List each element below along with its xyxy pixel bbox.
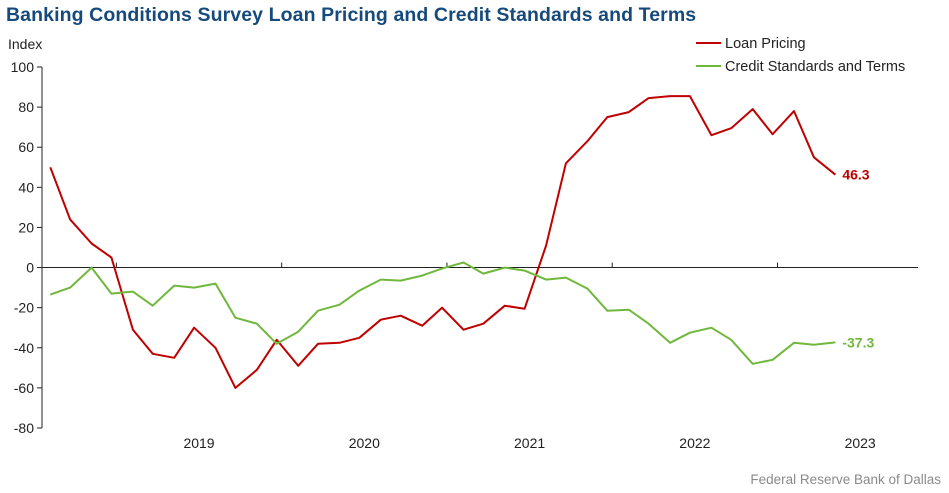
series-line-credit-standards bbox=[49, 261, 836, 365]
source-note: Federal Reserve Bank of Dallas bbox=[750, 472, 941, 487]
series-lines bbox=[49, 95, 837, 389]
y-tick-label: 40 bbox=[18, 179, 34, 195]
x-tick-label: 2021 bbox=[514, 435, 545, 451]
legend: Loan Pricing Credit Standards and Terms bbox=[696, 36, 905, 75]
series-line-loan-pricing bbox=[49, 95, 837, 389]
x-tick-label: 2019 bbox=[183, 435, 214, 451]
y-tick-label: 80 bbox=[18, 99, 34, 115]
x-tick-label: 2023 bbox=[845, 435, 876, 451]
x-tick-label: 2022 bbox=[679, 435, 710, 451]
y-tick-label: 60 bbox=[18, 139, 34, 155]
y-tick-label: -60 bbox=[14, 380, 34, 396]
y-tick-label: 100 bbox=[11, 59, 35, 75]
end-value-label: 46.3 bbox=[842, 167, 869, 183]
end-value-label: -37.3 bbox=[842, 334, 874, 350]
y-tick-label: -20 bbox=[14, 300, 34, 316]
legend-label: Credit Standards and Terms bbox=[725, 59, 905, 75]
x-tick-label: 2020 bbox=[349, 435, 380, 451]
tick-labels: -80 -60 -40 -20 0 20 40 60 80 100 2019 2020 2021 2022… bbox=[11, 59, 876, 451]
axes bbox=[37, 66, 918, 429]
legend-label: Loan Pricing bbox=[725, 36, 806, 52]
y-axis-label: Index bbox=[8, 36, 43, 52]
y-tick-label: 20 bbox=[18, 219, 34, 235]
chart-title: Banking Conditions Survey Loan Pricing a… bbox=[6, 4, 697, 26]
y-tick-label: -40 bbox=[14, 340, 34, 356]
y-tick-label: 0 bbox=[26, 260, 34, 276]
y-tick-label: -80 bbox=[14, 420, 34, 436]
end-labels: 46.3 -37.3 bbox=[842, 167, 874, 351]
